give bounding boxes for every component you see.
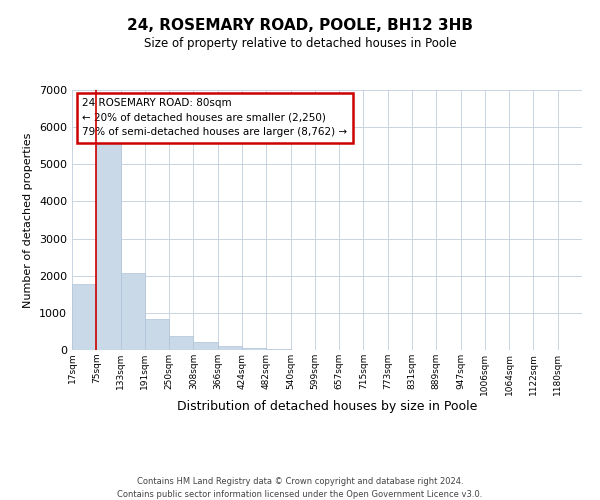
Bar — [169, 336, 193, 350]
Text: Size of property relative to detached houses in Poole: Size of property relative to detached ho… — [143, 38, 457, 51]
Bar — [72, 284, 96, 350]
Bar — [242, 348, 266, 350]
Text: 24, ROSEMARY ROAD, POOLE, BH12 3HB: 24, ROSEMARY ROAD, POOLE, BH12 3HB — [127, 18, 473, 32]
Bar — [121, 274, 145, 350]
Text: 24 ROSEMARY ROAD: 80sqm
← 20% of detached houses are smaller (2,250)
79% of semi: 24 ROSEMARY ROAD: 80sqm ← 20% of detache… — [82, 98, 347, 138]
Bar — [96, 136, 121, 350]
Bar — [193, 342, 218, 350]
Y-axis label: Number of detached properties: Number of detached properties — [23, 132, 34, 308]
X-axis label: Distribution of detached houses by size in Poole: Distribution of detached houses by size … — [177, 400, 477, 413]
Text: Contains HM Land Registry data © Crown copyright and database right 2024.
Contai: Contains HM Land Registry data © Crown c… — [118, 478, 482, 499]
Bar — [145, 319, 169, 350]
Bar — [218, 346, 242, 350]
Bar — [266, 349, 290, 350]
